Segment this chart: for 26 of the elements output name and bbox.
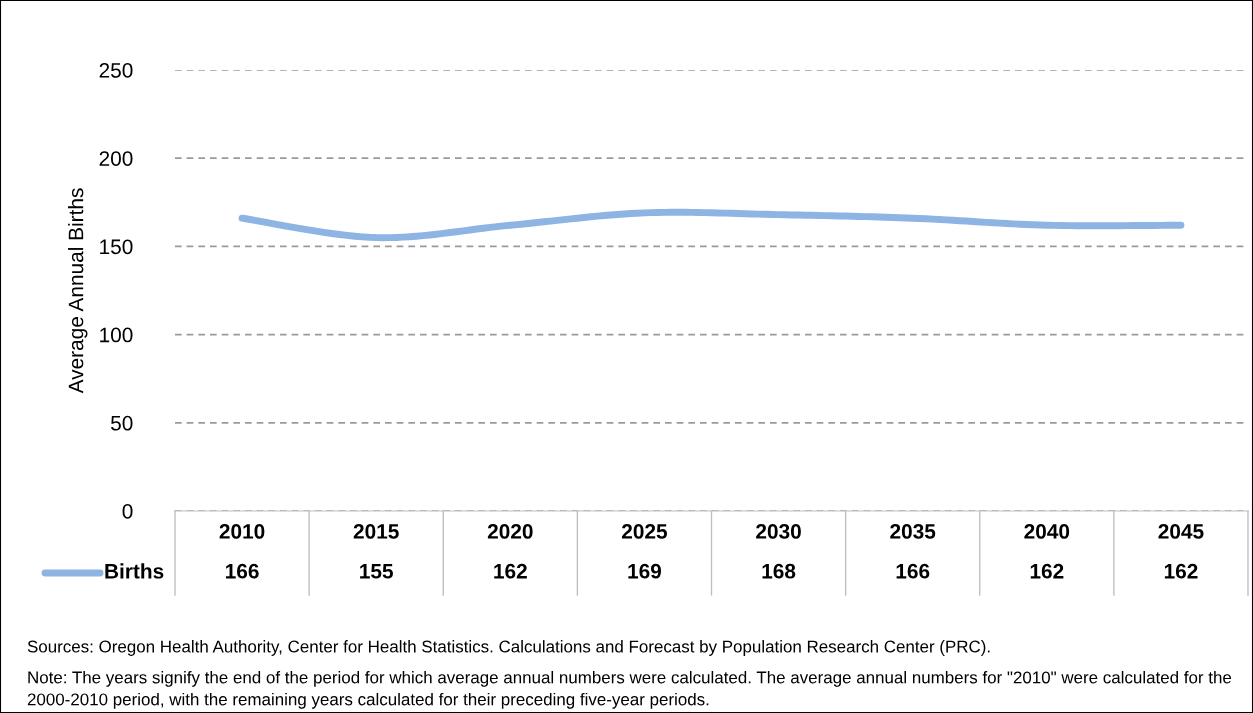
y-tick-label: 50: [111, 415, 133, 431]
x-tick-label: 2045: [1158, 524, 1204, 539]
x-tick-label: 2030: [756, 524, 801, 539]
data-label: 166: [896, 563, 930, 579]
data-label: 166: [226, 563, 259, 579]
y-tick-label: 100: [100, 327, 133, 343]
x-tick-label: 2025: [621, 524, 668, 539]
x-tick-label: 2035: [890, 524, 936, 539]
x-tick-label: 2010: [219, 524, 265, 539]
text: Note: The years signify the end of the period for which average annual numbers were calculated. The average annual numbers for "2010" were calculated for the 2000-2010 period, with the remaining years calculated for their preceding five-year periods.: [27, 671, 1232, 709]
legend-label: Births: [105, 563, 164, 579]
data-label: 162: [1030, 563, 1064, 579]
data-label: 162: [494, 563, 527, 579]
data-label: 155: [360, 564, 393, 579]
x-tick-label: 2020: [487, 524, 533, 539]
y-tick-label: 150: [100, 239, 133, 255]
y-axis-title: Average Annual Births: [68, 188, 88, 394]
y-tick-label: 0: [122, 504, 133, 519]
data-label: 169: [628, 563, 662, 579]
y-tick-label: 200: [99, 151, 133, 166]
data-label: 162: [1164, 563, 1198, 579]
x-tick-label: 2040: [1024, 524, 1070, 539]
y-tick-label: 250: [99, 63, 133, 78]
data-label: 168: [762, 563, 796, 579]
x-tick-label: 2015: [353, 524, 399, 539]
source-note: Sources: Oregon Health Authority, Center for Health Statistics. Calculations and Forecast by Population Research Center (PRC).: [27, 640, 990, 656]
